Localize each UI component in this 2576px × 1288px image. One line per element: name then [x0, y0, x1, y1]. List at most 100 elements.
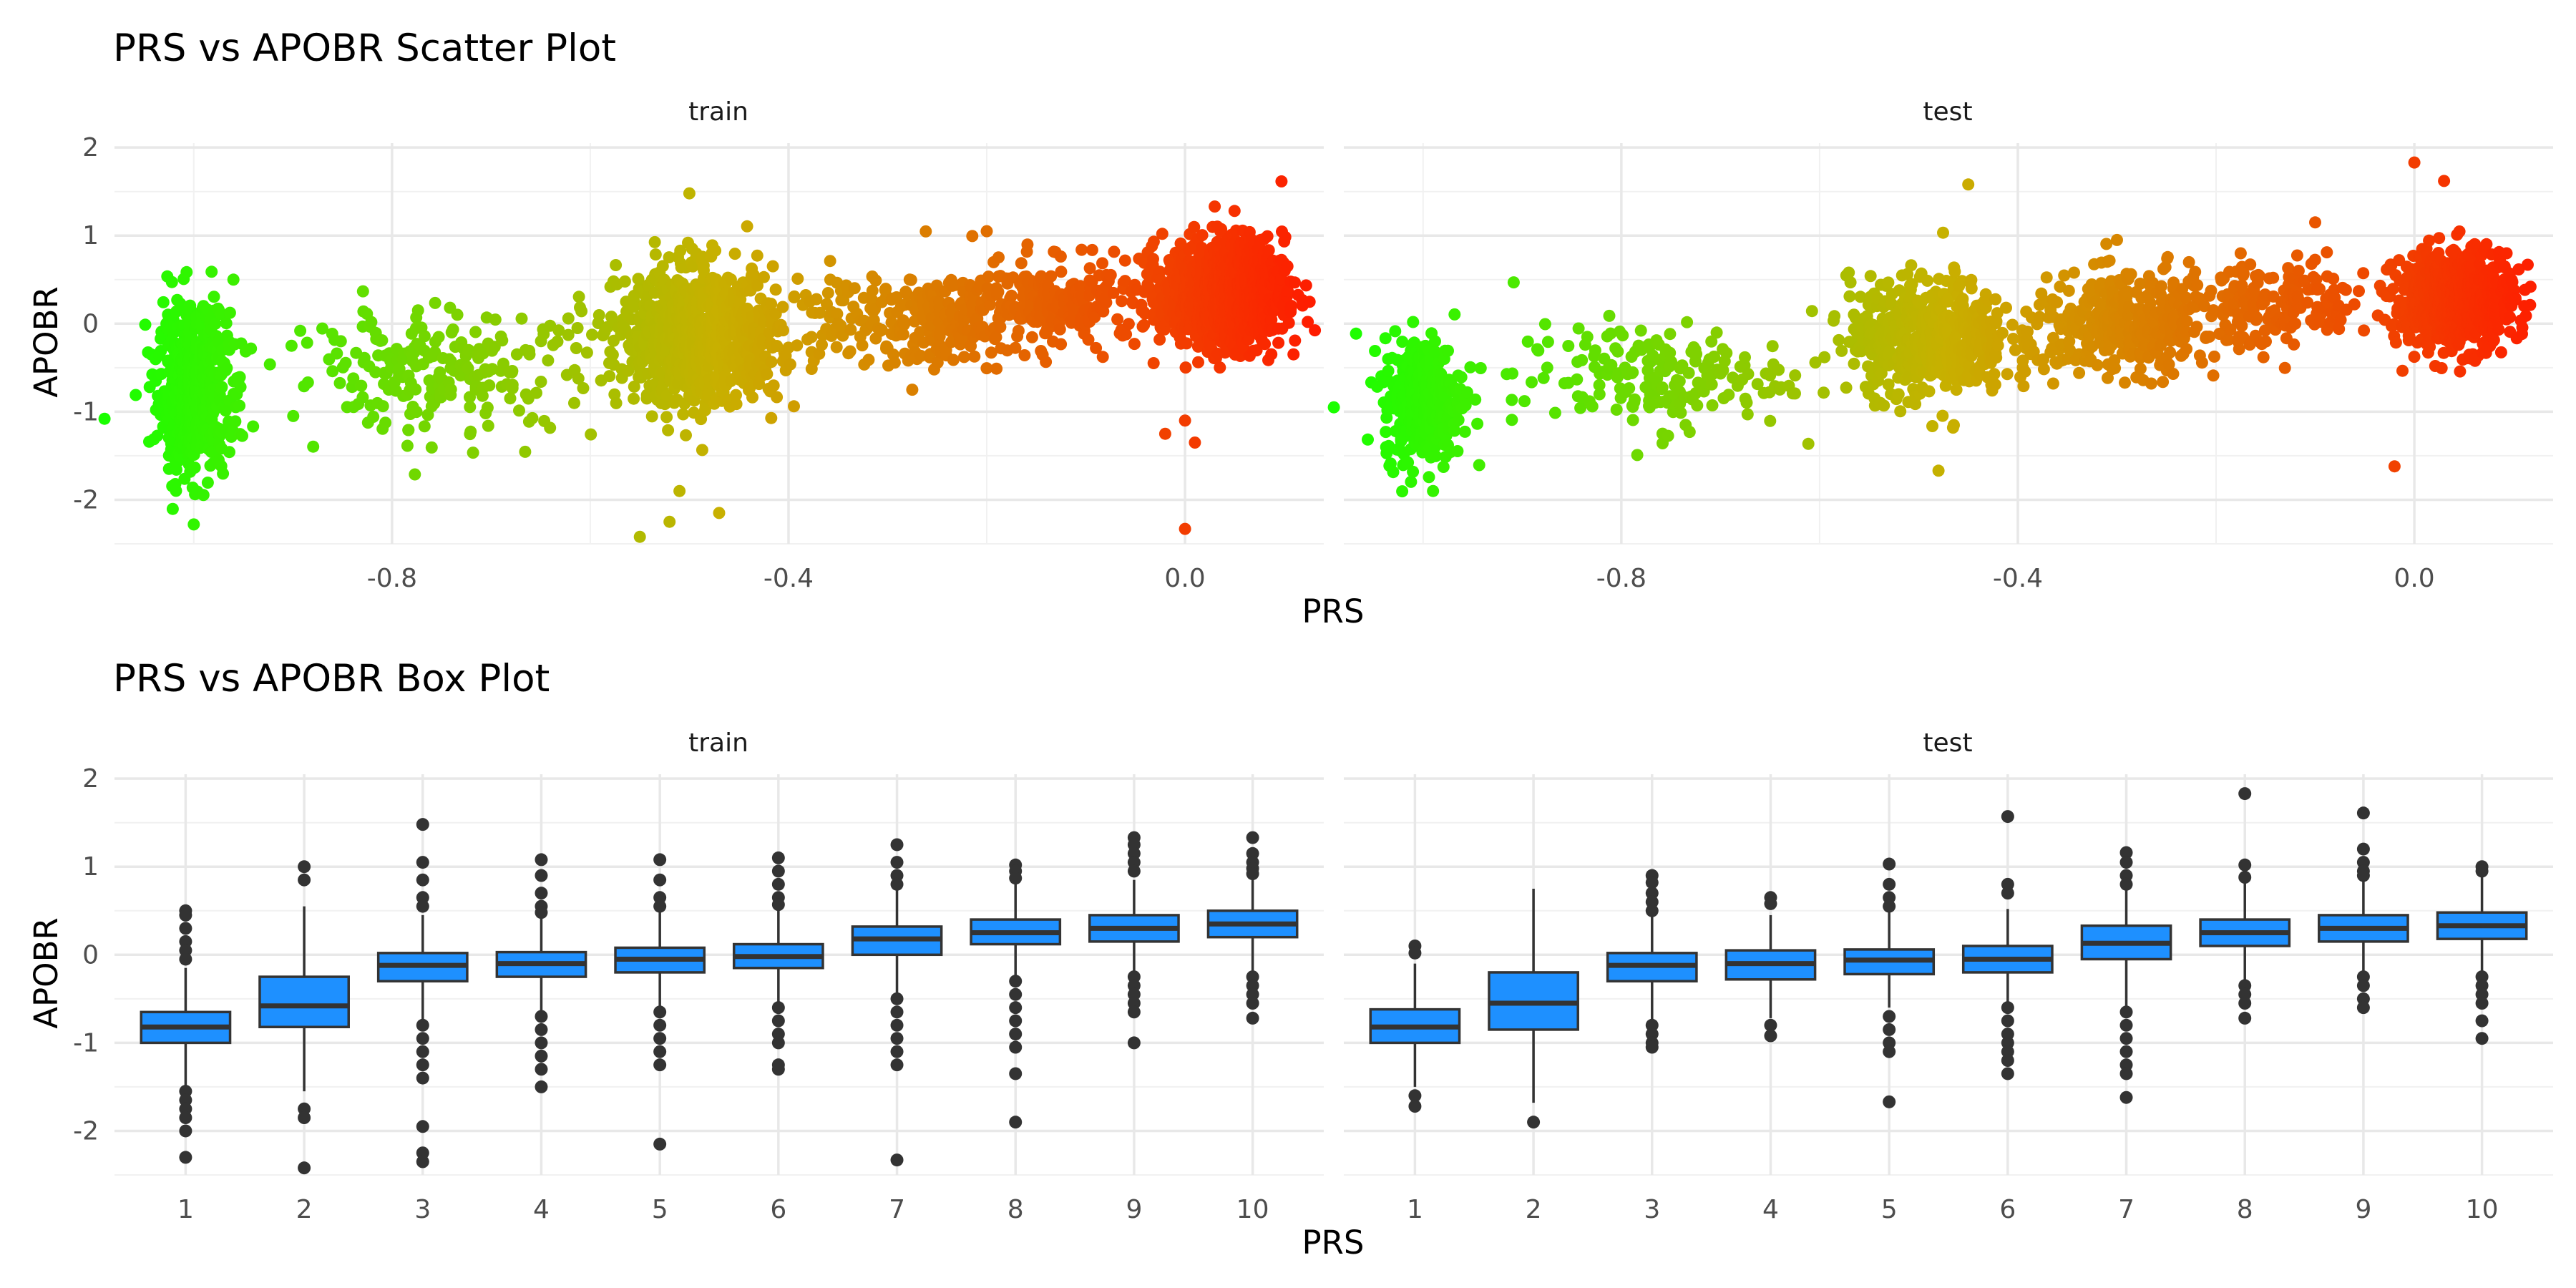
scatter-point — [367, 411, 380, 423]
scatter-point — [1710, 326, 1723, 339]
scatter-point — [1616, 329, 1629, 342]
scatter-point — [844, 345, 857, 358]
scatter-point — [1309, 324, 1322, 337]
scatter-point — [2062, 284, 2075, 297]
scatter-point — [496, 334, 509, 347]
scatter-point — [1282, 316, 1295, 329]
scatter-point — [2046, 377, 2059, 390]
scatter-point — [1189, 436, 1201, 449]
scatter-point — [606, 348, 619, 361]
scatter-point — [1147, 253, 1159, 265]
scatter-point — [1878, 399, 1890, 412]
scatter-point — [683, 187, 696, 200]
scatter-point — [810, 293, 823, 306]
scatter-facet-train-label: train — [688, 97, 748, 127]
scatter-point — [2019, 365, 2031, 378]
scatter-point — [334, 335, 347, 348]
scatter-point — [379, 416, 392, 429]
scatter-point — [1989, 293, 2002, 306]
scatter-point — [1005, 289, 1018, 302]
scatter-point — [1396, 485, 1409, 498]
scatter-point — [2208, 350, 2220, 363]
scatter-point — [1111, 313, 1124, 326]
scatter-point — [2091, 358, 2104, 371]
scatter-point — [2001, 368, 2014, 381]
scatter-point — [919, 225, 932, 238]
scatter-point — [680, 429, 692, 441]
scatter-point — [968, 350, 981, 363]
scatter-point — [2051, 296, 2064, 308]
scatter-point — [1040, 356, 1053, 369]
scatter-point — [1683, 426, 1696, 439]
scatter-point — [862, 353, 875, 366]
scatter-point — [1437, 461, 1450, 473]
scatter-point — [233, 399, 246, 412]
scatter-point — [247, 420, 260, 433]
scatter-point — [1473, 459, 1485, 472]
scatter-point — [1548, 406, 1561, 419]
scatter-point — [166, 502, 179, 515]
scatter-point — [713, 507, 726, 519]
scatter-point — [1209, 200, 1221, 213]
scatter-point — [347, 372, 360, 385]
scatter-point — [1691, 399, 1704, 412]
scatter-point — [1631, 449, 1644, 462]
scatter-point — [526, 411, 539, 424]
scatter-point — [1350, 327, 1362, 340]
scatter-point — [220, 361, 233, 374]
scatter-point — [1521, 335, 1534, 348]
scatter-point — [165, 275, 178, 288]
scatter-point — [1789, 387, 1801, 400]
scatter-point — [603, 370, 616, 383]
scatter-point — [365, 316, 378, 328]
scatter-point — [1442, 344, 1454, 357]
scatter-point — [1018, 349, 1031, 361]
scatter-point — [1634, 324, 1647, 337]
scatter-point — [966, 230, 979, 243]
scatter-point — [2157, 376, 2170, 389]
scatter-point — [444, 355, 457, 368]
scatter-point — [219, 404, 232, 417]
scatter-point — [673, 484, 686, 497]
scatter-point — [662, 424, 675, 436]
scatter-point — [464, 401, 477, 414]
scatter-point — [331, 347, 343, 360]
scatter-point — [1471, 417, 1484, 430]
scatter-point — [1055, 265, 1068, 278]
scatter-point — [1921, 274, 1934, 287]
scatter-point — [2164, 346, 2177, 358]
scatter-point — [409, 468, 421, 481]
scatter-point — [1538, 318, 1551, 331]
scatter-point — [1427, 484, 1440, 497]
scatter-point — [1379, 332, 1392, 345]
scatter-point — [2155, 280, 2167, 293]
scatter-point — [294, 324, 307, 337]
scatter-point — [1882, 276, 1895, 289]
scatter-point — [1116, 295, 1128, 308]
scatter-point — [628, 380, 640, 393]
scatter-point — [2191, 279, 2204, 291]
scatter-point — [751, 249, 763, 262]
scatter-point — [1120, 328, 1133, 341]
scatter-point — [1722, 389, 1735, 401]
scatter-point — [339, 356, 352, 369]
scatter-point — [677, 408, 690, 421]
scatter-point — [1844, 276, 1857, 289]
scatter-point — [1864, 270, 1877, 283]
scatter-point — [447, 323, 459, 336]
scatter-point — [1571, 373, 1584, 386]
scatter-point — [1923, 385, 1936, 398]
scatter-point — [429, 296, 441, 309]
scatter-point — [1389, 325, 1402, 338]
scatter-point — [570, 342, 582, 354]
scatter-point — [791, 273, 804, 285]
scatter-plot-title: PRS vs APOBR Scatter Plot — [113, 26, 616, 70]
scatter-point — [2124, 268, 2137, 280]
scatter-point — [1289, 276, 1301, 289]
scatter-point — [696, 444, 708, 457]
scatter-point — [577, 382, 590, 394]
scatter-point — [746, 391, 758, 404]
scatter-point — [1025, 331, 1038, 343]
scatter-point — [1464, 361, 1477, 374]
scatter-point — [628, 392, 640, 405]
